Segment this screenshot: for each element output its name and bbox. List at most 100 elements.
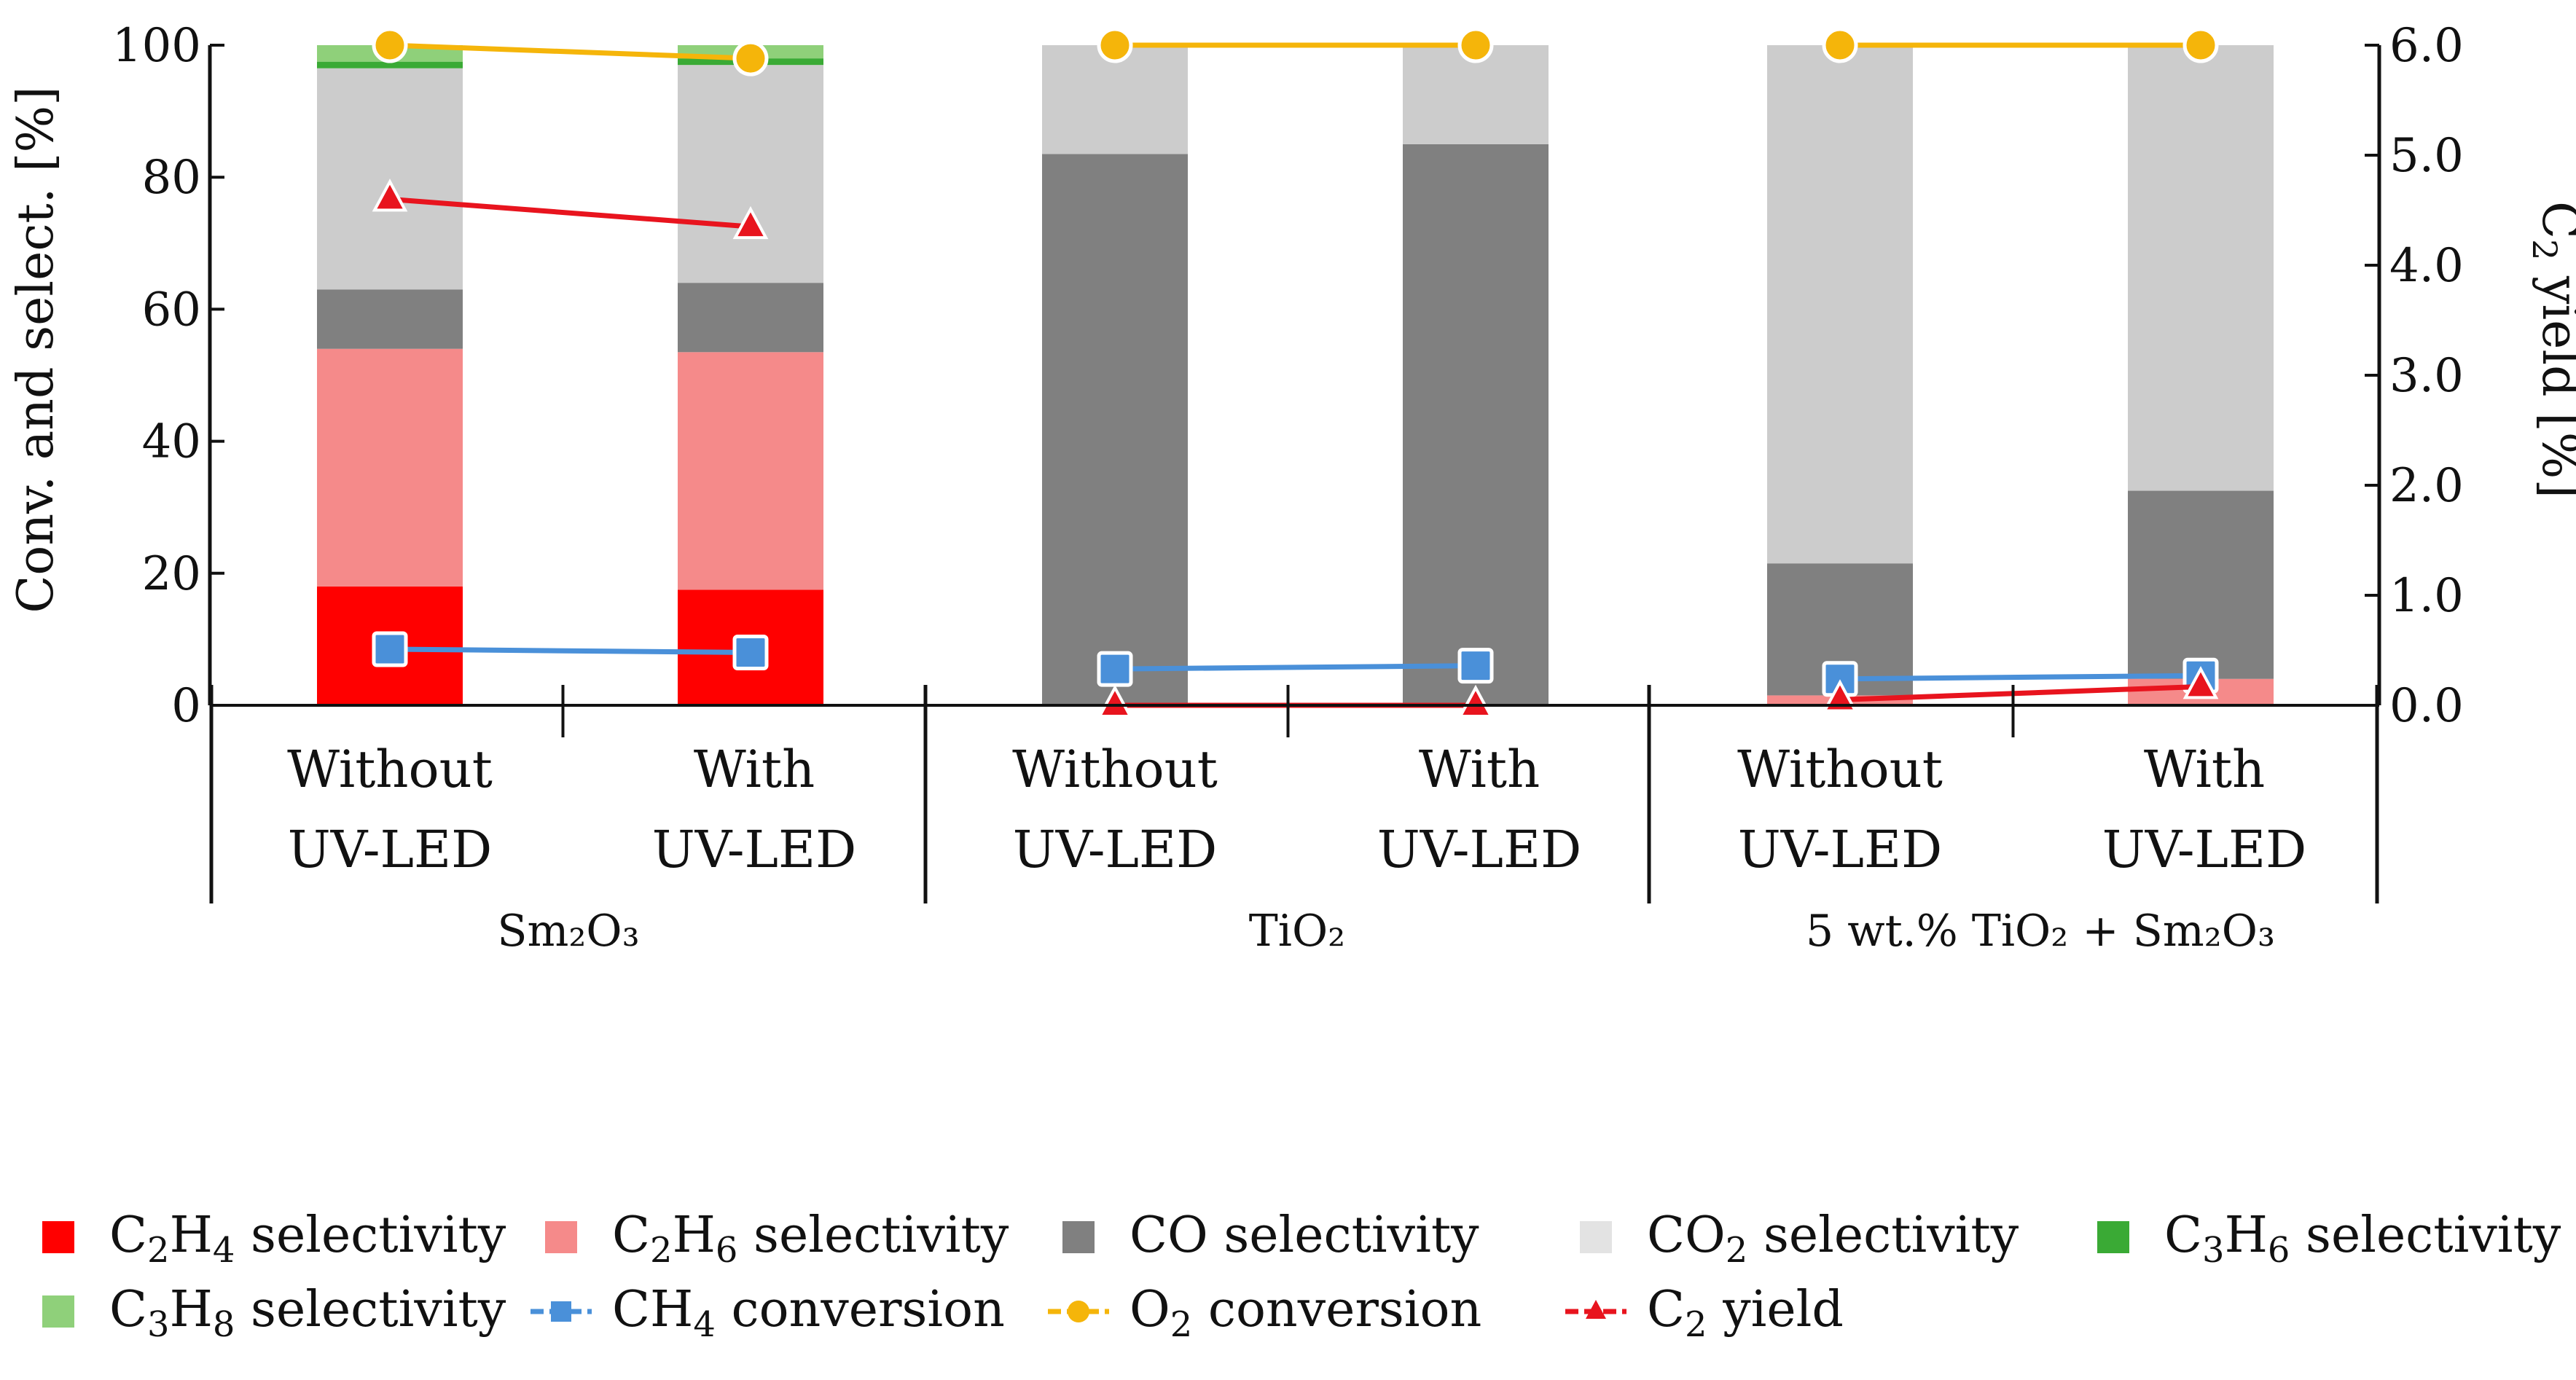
legend-key-3	[1580, 1221, 1612, 1253]
legend-label-6: CH4 conversion	[612, 1281, 1005, 1345]
o2-conversion-line-0	[389, 42, 751, 61]
y-right-tick-label-6: 6.0	[2389, 19, 2464, 73]
legend-key-7	[1068, 1301, 1089, 1322]
legend-label-3-main: CO	[1647, 1207, 1726, 1264]
ch4-conversion-line-0	[389, 646, 751, 656]
bar-segment-co2-selectivity-1	[678, 65, 823, 283]
legend-label-6-rest: conversion	[716, 1281, 1005, 1338]
y-left-tick-label-4: 80	[142, 151, 201, 205]
y-right-tick-label-3: 3.0	[2389, 349, 2464, 403]
legend-label-1-mid: H	[673, 1207, 716, 1264]
ch4-conversion-point-0	[372, 631, 408, 667]
legend-label-0-sub2: 4	[213, 1230, 235, 1271]
c2-yield-line-2	[1839, 683, 2201, 702]
y-right-tick-label-0: 0.0	[2389, 679, 2464, 733]
legend-label-4-sub1: 3	[2202, 1230, 2225, 1271]
o2-conversion-point-5	[2182, 27, 2219, 63]
o2-conversion-point-4	[1822, 27, 1858, 63]
y-right-tick-label-5: 5.0	[2389, 129, 2464, 183]
y-right-label-main: C	[2531, 201, 2576, 239]
c2-yield-point-0	[372, 179, 408, 212]
bar-segment-co2-selectivity-5	[2128, 45, 2274, 491]
x-labels-layer: Without UV-LED With UV-LED Without UV-LED With…	[209, 685, 2379, 957]
y-left-tick-label-1: 20	[142, 547, 201, 601]
c2-yield-point-4	[1822, 679, 1858, 713]
legend-label-0-rest: selectivity	[235, 1207, 506, 1264]
lines-layer	[372, 27, 2219, 718]
bar-segment-co-selectivity-3	[1403, 144, 1549, 705]
group-label-1: TiO₂	[1249, 906, 1345, 957]
legend-label-8-rest: yield	[1707, 1281, 1844, 1338]
category-label-line1-3: With	[1419, 740, 1540, 799]
legend-key-0	[42, 1221, 74, 1253]
y-left-axis-label: Conv. and select. [%]	[7, 86, 65, 613]
category-label-line1-5: With	[2144, 740, 2265, 799]
legend-label-1-sub2: 6	[716, 1230, 738, 1271]
category-label-line1-4: Without	[1737, 740, 1943, 799]
category-label-line2-5: UV-LED	[2102, 820, 2306, 879]
legend-label-8: C2 yield	[1647, 1281, 1844, 1345]
legend-label-1-rest: selectivity	[737, 1207, 1009, 1264]
bar-segment-c2h6-selectivity-0	[317, 348, 463, 587]
category-label-line2-1: UV-LED	[652, 820, 856, 879]
group-label-0: Sm₂O₃	[497, 906, 639, 957]
legend-label-4-sub2: 6	[2268, 1230, 2290, 1271]
y-left-tick-label-0: 0	[171, 679, 201, 733]
legend-label-4-main: C	[2164, 1207, 2202, 1264]
c2-yield-point-1	[732, 205, 769, 240]
y-right-tick-label-4: 4.0	[2389, 239, 2464, 293]
legend-label-7: O2 conversion	[1130, 1281, 1481, 1345]
legend-label-5-sub1: 3	[147, 1304, 170, 1345]
legend-key-2	[1062, 1221, 1095, 1253]
bar-segment-co-selectivity-0	[317, 289, 463, 349]
legend-label-3: CO2 selectivity	[1647, 1207, 2019, 1271]
bar-segment-co2-selectivity-2	[1042, 45, 1188, 154]
legend-key-1	[545, 1221, 577, 1253]
y-right-axis-label: C2 yield [%]	[2525, 201, 2576, 498]
category-label-line2-0: UV-LED	[288, 820, 492, 879]
bar-segment-co-selectivity-2	[1042, 154, 1188, 706]
legend-label-8-sub1: 2	[1685, 1304, 1707, 1345]
legend-label-6-main: CH	[612, 1281, 693, 1338]
legend-label-1-sub1: 2	[650, 1230, 673, 1271]
legend-label-4-rest: selectivity	[2290, 1207, 2561, 1264]
legend-label-3-sub1: 2	[1726, 1230, 1748, 1271]
y-right-label-sub: 2	[2525, 239, 2564, 260]
legend-label-2-main: CO	[1130, 1207, 1208, 1264]
legend-label-1: C2H6 selectivity	[612, 1207, 1009, 1271]
category-label-line2-4: UV-LED	[1738, 820, 1942, 879]
category-label-line1-1: With	[694, 740, 815, 799]
legend-label-0-sub1: 2	[147, 1230, 170, 1271]
category-label-line1-2: Without	[1012, 740, 1218, 799]
c2-yield-point-5	[2182, 666, 2219, 699]
legend-label-5-mid: H	[170, 1281, 213, 1338]
category-label-line1-0: Without	[287, 740, 493, 799]
bar-segment-co2-selectivity-4	[1767, 45, 1913, 564]
o2-conversion-point-3	[1457, 27, 1494, 63]
group-label-2: 5 wt.% TiO₂ + Sm₂O₃	[1806, 906, 2275, 957]
legend-key-6	[551, 1301, 571, 1322]
bars-layer	[317, 45, 2274, 706]
ch4-conversion-line-2	[1839, 673, 2201, 682]
y-right-tick-label-1: 1.0	[2389, 569, 2464, 623]
category-label-line2-3: UV-LED	[1377, 820, 1581, 879]
legend-label-5: C3H8 selectivity	[109, 1281, 506, 1345]
y-right-tick-label-2: 2.0	[2389, 459, 2464, 513]
legend-label-7-rest: conversion	[1192, 1281, 1481, 1338]
ch4-conversion-line-1	[1114, 663, 1476, 672]
legend-label-0-mid: H	[170, 1207, 213, 1264]
o2-conversion-point-0	[372, 27, 408, 63]
legend-label-5-main: C	[109, 1281, 147, 1338]
legend-label-0: C2H4 selectivity	[109, 1207, 506, 1271]
ch4-conversion-point-1	[732, 635, 769, 671]
legend-key-5	[42, 1295, 74, 1328]
legend-label-6-sub1: 4	[693, 1304, 716, 1345]
ch4-conversion-point-2	[1097, 651, 1133, 687]
bar-segment-c2h6-selectivity-1	[678, 352, 823, 590]
o2-conversion-point-1	[732, 40, 769, 77]
category-label-line2-2: UV-LED	[1013, 820, 1217, 879]
legend-label-3-rest: selectivity	[1747, 1207, 2019, 1264]
legend-label-7-main: O	[1130, 1281, 1170, 1338]
y-left-tick-label-3: 60	[142, 283, 201, 337]
c2-yield-line-0	[389, 196, 751, 230]
